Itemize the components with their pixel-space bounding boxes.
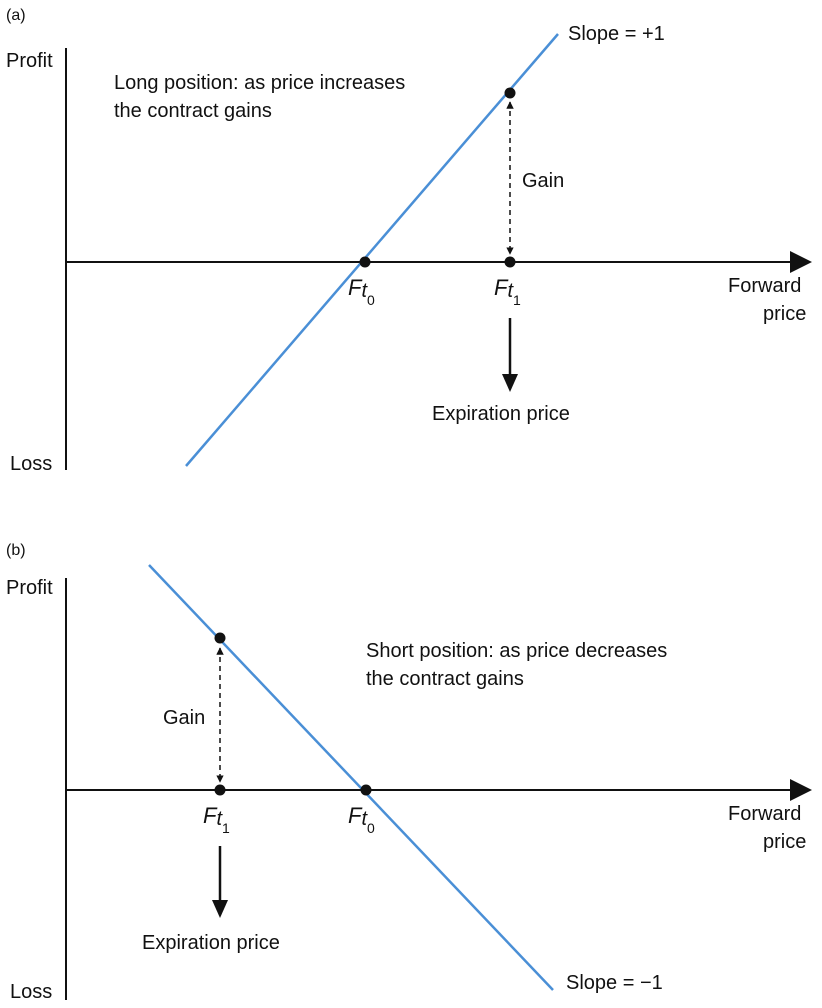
panel-b-slope-label: Slope = −1 — [566, 972, 663, 994]
panel-a-loss-label: Loss — [10, 453, 52, 475]
panel-a-gain-label: Gain — [522, 170, 564, 192]
panel-a-f-t1-point — [504, 256, 516, 268]
panel-b-f-t1-point — [214, 784, 226, 796]
panel-a-price-axis-arrowhead — [790, 251, 812, 273]
panel-a-f-t0-point — [359, 256, 371, 268]
panel-b-loss-label: Loss — [10, 981, 52, 1003]
panel-a-long-payoff-line — [185, 33, 559, 467]
panel-b-forward-label: Forward — [728, 803, 801, 825]
panel-b-expiration-label: Expiration price — [142, 932, 280, 954]
panel-b-tag: (b) — [6, 542, 26, 559]
panel-a-f-t0-label: Ft0 — [348, 275, 375, 308]
panel-a-description-line1: Long position: as price increases — [114, 72, 405, 94]
panel-b-f-t0-label: Ft0 — [348, 803, 375, 836]
panel-a-tag: (a) — [6, 7, 26, 24]
panel-b-price-label: price — [763, 831, 806, 853]
panel-b-profit-label: Profit — [6, 577, 53, 599]
panel-b-gain-label: Gain — [163, 707, 205, 729]
panel-a: (a) Profit Loss Slope = +1 Long position… — [6, 7, 812, 475]
panel-b-expiration-arrowhead — [212, 900, 228, 918]
panel-a-expiration-label: Expiration price — [432, 403, 570, 425]
panel-b-f-t0-point — [360, 784, 372, 796]
panel-b-description-line1: Short position: as price decreases — [366, 640, 667, 662]
panel-a-gain-point — [504, 87, 516, 99]
panel-a-slope-label: Slope = +1 — [568, 23, 665, 45]
panel-a-description-line2: the contract gains — [114, 100, 272, 122]
panel-b-f-t1-label: Ft1 — [203, 803, 230, 836]
panel-a-forward-label: Forward — [728, 275, 801, 297]
panel-a-f-t1-label: Ft1 — [494, 275, 521, 308]
panel-b: (b) Profit Loss Slope = −1 Short positio… — [6, 542, 812, 1003]
panel-b-short-payoff-line — [148, 564, 554, 991]
panel-a-expiration-arrowhead — [502, 374, 518, 392]
panel-a-profit-label: Profit — [6, 50, 53, 72]
panel-a-price-label: price — [763, 303, 806, 325]
panel-b-price-axis-arrowhead — [790, 779, 812, 801]
panel-b-description-line2: the contract gains — [366, 668, 524, 690]
panel-b-gain-point — [214, 632, 226, 644]
